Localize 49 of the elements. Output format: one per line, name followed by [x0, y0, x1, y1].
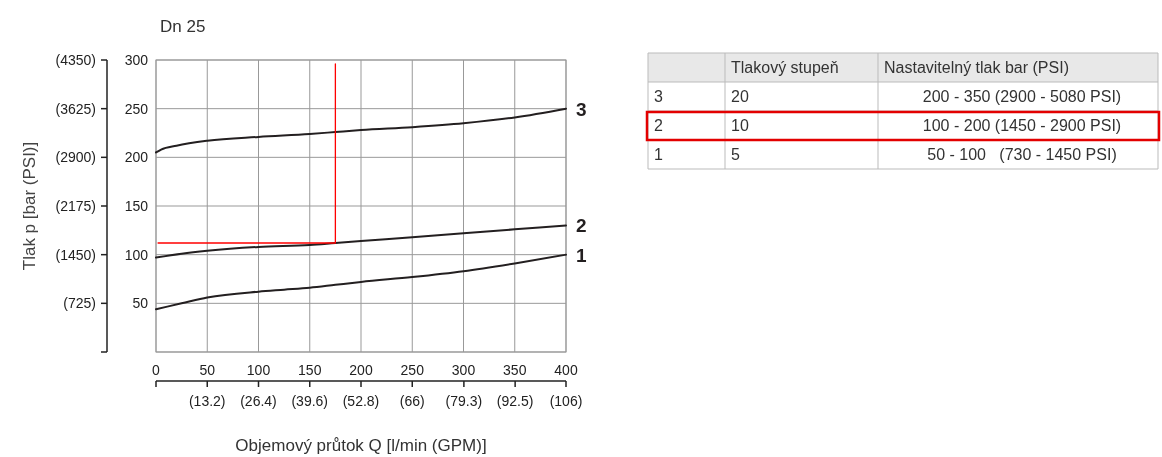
- line-series: [155, 107, 567, 154]
- x-tick-label: 200: [349, 362, 373, 378]
- series-label: 2: [576, 215, 587, 237]
- y-tick-label: 250: [124, 100, 149, 117]
- x-tick-label: 300: [451, 362, 476, 378]
- x2-tick-label: (26.4): [240, 393, 277, 409]
- x-tick-label: 100: [246, 362, 271, 378]
- y-tick-label: 50: [132, 295, 149, 312]
- category-label: Tlakový stupeň: [731, 59, 839, 76]
- y2-tick-label: (3625): [55, 100, 96, 117]
- series-label: 3: [576, 98, 587, 120]
- series-label: 1: [576, 244, 587, 266]
- category-label: Nastavitelný tlak bar (PSI): [884, 59, 1069, 76]
- x2-tick-label: (79.3): [445, 393, 483, 409]
- category-label: 3: [654, 88, 663, 105]
- x2-tick-label: (92.5): [496, 393, 534, 409]
- line-series: [155, 253, 567, 311]
- text: 50 - 100 (730 - 1450 PSI): [927, 146, 1117, 163]
- y2-axis-title: Tlak p [bar (PSI)]: [20, 141, 39, 271]
- x2-tick-label: (106): [549, 393, 583, 409]
- text: 200 - 350 (2900 - 5080 PSI): [922, 88, 1122, 105]
- text: 100 - 200 (1450 - 2900 PSI): [922, 117, 1122, 134]
- category-label: 2: [654, 117, 663, 134]
- x2-tick-label: (39.6): [291, 393, 329, 409]
- y2-tick-label: (1450): [55, 246, 96, 263]
- x-tick-label: 400: [554, 362, 578, 378]
- text: 5: [731, 146, 740, 163]
- chart-title: Dn 25: [160, 17, 206, 36]
- x-tick-label: 250: [400, 362, 425, 378]
- x2-tick-label: (52.8): [342, 393, 380, 409]
- x2-tick-label: (13.2): [188, 393, 226, 409]
- y2-tick-label: (2900): [55, 149, 96, 166]
- x-tick-label: 150: [298, 362, 322, 378]
- y-tick-label: 150: [124, 198, 149, 214]
- y-tick-label: 300: [124, 52, 149, 68]
- x-tick-label: 350: [503, 362, 527, 378]
- text: 10: [731, 117, 749, 134]
- x-tick-label: 0: [152, 362, 161, 378]
- category-label: 1: [654, 146, 663, 163]
- y2-tick-label: (2175): [55, 198, 96, 214]
- y2-tick-label: (4350): [55, 52, 96, 68]
- y-tick-label: 100: [124, 246, 149, 263]
- line-series: [155, 224, 567, 259]
- y-tick-label: 200: [124, 149, 149, 166]
- x-axis-title: Objemový průtok Q [l/min (GPM)]: [235, 436, 487, 455]
- text: 20: [731, 88, 749, 105]
- x-tick-label: 50: [199, 362, 216, 378]
- y2-tick-label: (725): [63, 295, 96, 312]
- x2-tick-label: (66): [399, 393, 425, 409]
